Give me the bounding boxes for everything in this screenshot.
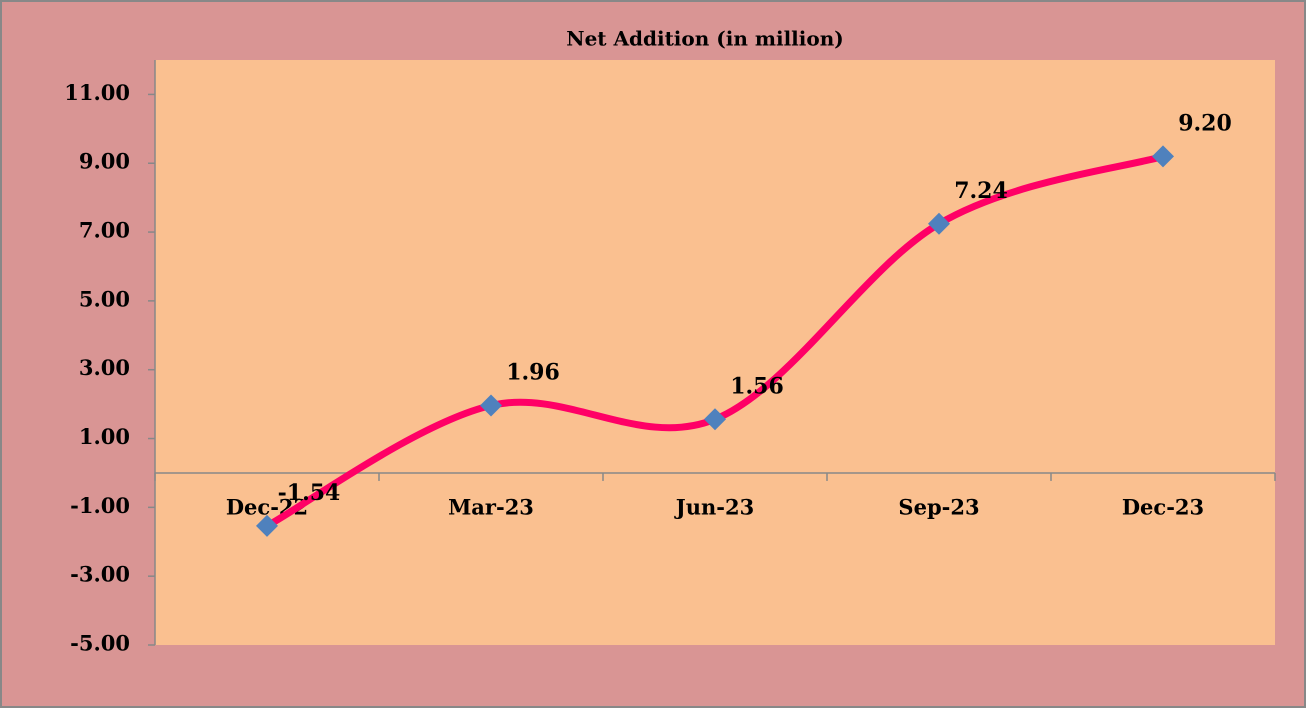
- y-tick-label: -3.00: [70, 562, 130, 587]
- y-tick-label: 1.00: [79, 424, 130, 449]
- y-tick-label: 3.00: [79, 355, 130, 380]
- x-tick-label: Jun-23: [674, 494, 754, 519]
- x-tick-label: Dec-23: [1122, 494, 1204, 519]
- plot-area: [155, 60, 1275, 645]
- marker: [704, 408, 726, 431]
- marker: [1152, 145, 1174, 168]
- x-tick-label: Mar-23: [448, 494, 534, 519]
- data-label: -1.54: [278, 480, 341, 506]
- data-label: 7.24: [954, 178, 1008, 204]
- y-tick-label: 5.00: [79, 286, 130, 311]
- marker: [480, 394, 502, 417]
- chart-title: Net Addition (in million): [566, 27, 843, 51]
- y-tick-label: -5.00: [70, 631, 130, 656]
- x-tick-label: Sep-23: [898, 494, 979, 519]
- y-tick-label: 11.00: [64, 80, 130, 105]
- marker: [256, 514, 278, 537]
- data-label: 9.20: [1178, 110, 1232, 136]
- marker: [928, 212, 950, 235]
- y-tick-label: 9.00: [79, 149, 130, 174]
- data-label: 1.96: [506, 359, 560, 385]
- y-tick-label: 7.00: [79, 218, 130, 243]
- y-tick-label: -1.00: [70, 493, 130, 518]
- data-label: 1.56: [730, 373, 784, 399]
